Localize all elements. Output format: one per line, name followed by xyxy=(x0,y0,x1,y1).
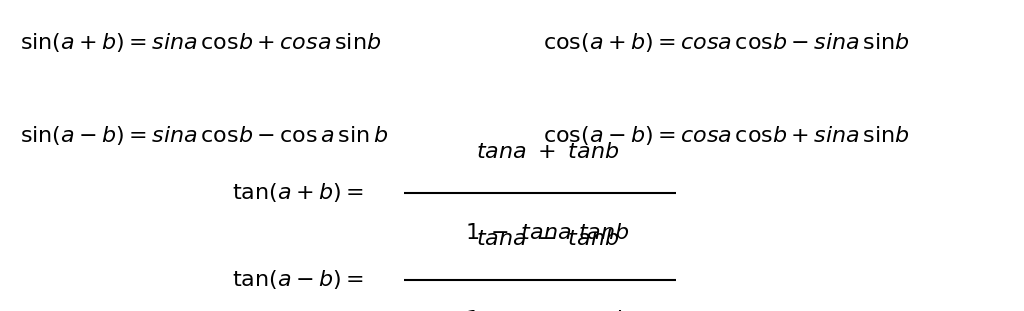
Text: $\mathit{tana}\ +\ \mathit{tanb}$: $\mathit{tana}\ +\ \mathit{tanb}$ xyxy=(476,142,620,162)
Text: $\mathrm{cos}(a+b) = \mathit{cosa}\,\mathrm{cos}\mathit{b}-\mathit{sina}\,\mathr: $\mathrm{cos}(a+b) = \mathit{cosa}\,\mat… xyxy=(543,31,909,54)
Text: $\mathrm{sin}(a+b) = \mathit{sina}\,\mathrm{cos}\mathit{b}+\mathit{cosa}\,\mathr: $\mathrm{sin}(a+b) = \mathit{sina}\,\mat… xyxy=(20,31,382,54)
Text: $\mathrm{sin}(a-b) = \mathit{sina}\,\mathrm{cos}\mathit{b}-\mathrm{cos}\,a\,\mat: $\mathrm{sin}(a-b) = \mathit{sina}\,\mat… xyxy=(20,124,389,147)
Text: $\mathit{tana}\ -\ \mathit{tanb}$: $\mathit{tana}\ -\ \mathit{tanb}$ xyxy=(476,230,620,249)
Text: $\mathrm{tan}(a-b) = $: $\mathrm{tan}(a-b) = $ xyxy=(232,268,364,291)
Text: $\mathrm{tan}(a+b) = $: $\mathrm{tan}(a+b) = $ xyxy=(232,181,364,204)
Text: $\mathrm{cos}(a-b) = \mathit{cosa}\,\mathrm{cos}\mathit{b}+\mathit{sina}\,\mathr: $\mathrm{cos}(a-b) = \mathit{cosa}\,\mat… xyxy=(543,124,909,147)
Text: $\mathrm{1}\ +\ \mathit{tana}\ \mathit{tanb}$: $\mathrm{1}\ +\ \mathit{tana}\ \mathit{t… xyxy=(466,310,630,311)
Text: $\mathrm{1}\ -\ \mathit{tana}\ \mathit{tanb}$: $\mathrm{1}\ -\ \mathit{tana}\ \mathit{t… xyxy=(466,223,630,243)
